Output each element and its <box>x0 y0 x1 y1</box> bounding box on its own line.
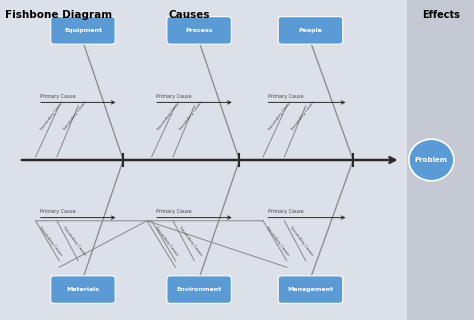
Text: Problem: Problem <box>415 157 448 163</box>
Text: Process: Process <box>185 28 213 33</box>
Text: Secondary Cause: Secondary Cause <box>268 100 292 131</box>
Text: Secondary Cause: Secondary Cause <box>154 226 179 257</box>
Text: People: People <box>299 28 322 33</box>
Text: Secondary Cause: Secondary Cause <box>178 226 202 257</box>
Text: Causes: Causes <box>169 10 210 20</box>
FancyBboxPatch shape <box>51 276 115 303</box>
Text: Secondary Cause: Secondary Cause <box>179 100 204 131</box>
Text: Secondary Cause: Secondary Cause <box>156 100 181 131</box>
FancyBboxPatch shape <box>167 276 231 303</box>
Text: Primary Cause: Primary Cause <box>268 94 303 99</box>
Text: Management: Management <box>287 287 334 292</box>
Text: Secondary Cause: Secondary Cause <box>62 226 86 257</box>
Text: Environment: Environment <box>176 287 222 292</box>
Text: Primary Cause: Primary Cause <box>40 94 76 99</box>
Text: Secondary Cause: Secondary Cause <box>289 226 314 257</box>
Text: Effects: Effects <box>422 10 460 20</box>
Text: Secondary Cause: Secondary Cause <box>63 100 88 131</box>
Text: Primary Cause: Primary Cause <box>156 209 192 214</box>
Text: Secondary Cause: Secondary Cause <box>38 226 63 257</box>
FancyBboxPatch shape <box>278 276 343 303</box>
FancyBboxPatch shape <box>407 0 474 320</box>
Text: Primary Cause: Primary Cause <box>156 94 192 99</box>
Text: Equipment: Equipment <box>64 28 102 33</box>
Text: Materials: Materials <box>66 287 100 292</box>
Text: Fishbone Diagram: Fishbone Diagram <box>5 10 112 20</box>
Text: Secondary Cause: Secondary Cause <box>290 100 315 131</box>
FancyBboxPatch shape <box>278 17 343 44</box>
Text: Secondary Cause: Secondary Cause <box>265 226 290 257</box>
FancyBboxPatch shape <box>51 17 115 44</box>
Text: Primary Cause: Primary Cause <box>40 209 76 214</box>
FancyBboxPatch shape <box>167 17 231 44</box>
Text: Primary Cause: Primary Cause <box>268 209 303 214</box>
Ellipse shape <box>409 139 454 181</box>
Text: Secondary Cause: Secondary Cause <box>40 100 65 131</box>
